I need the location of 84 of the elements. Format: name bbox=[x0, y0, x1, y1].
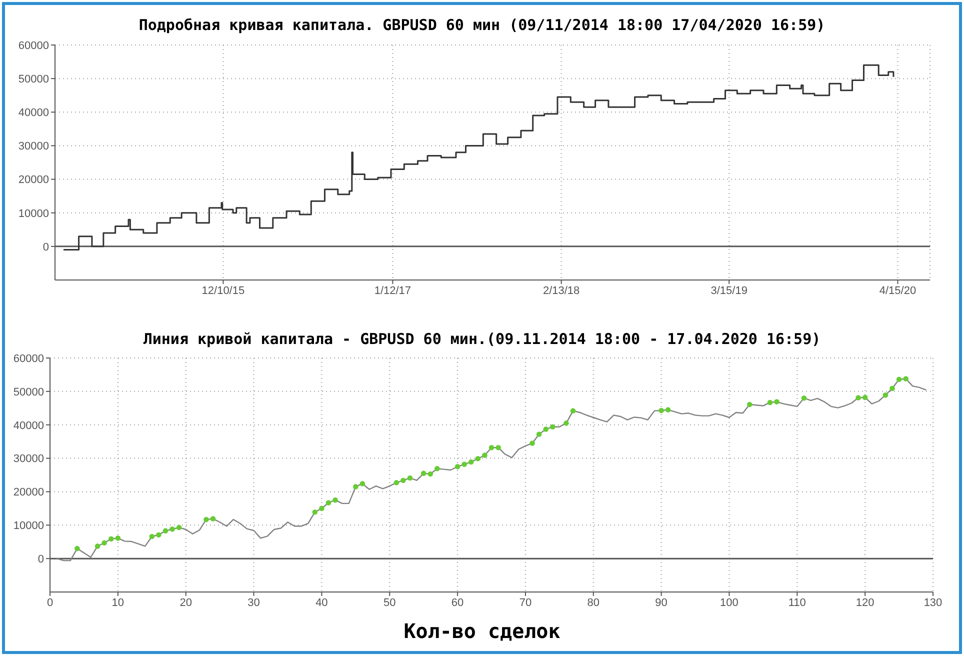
x-tick-label: 50 bbox=[383, 596, 396, 609]
y-tick-label: 30000 bbox=[13, 453, 44, 466]
point bbox=[204, 516, 209, 522]
x-tick-label: 100 bbox=[720, 596, 738, 609]
point bbox=[394, 480, 400, 486]
point bbox=[536, 432, 542, 437]
point bbox=[156, 532, 162, 538]
x-tick-label: 90 bbox=[655, 596, 668, 609]
point bbox=[767, 400, 773, 406]
point bbox=[890, 386, 895, 392]
point bbox=[326, 500, 332, 506]
x-tick-label: 2/13/18 bbox=[542, 284, 580, 297]
point bbox=[564, 420, 569, 426]
x-tick-label: 20 bbox=[180, 596, 192, 609]
point bbox=[94, 544, 100, 549]
point bbox=[468, 459, 474, 465]
point bbox=[434, 466, 440, 472]
point bbox=[462, 462, 467, 467]
point bbox=[882, 392, 888, 398]
point bbox=[319, 506, 324, 512]
point bbox=[896, 376, 902, 382]
y-tick-label: 40000 bbox=[13, 420, 44, 432]
point bbox=[570, 408, 576, 414]
point bbox=[108, 536, 114, 542]
point bbox=[176, 524, 182, 530]
point bbox=[420, 470, 426, 476]
point bbox=[856, 395, 861, 400]
point bbox=[400, 478, 406, 483]
x-tick-label: 10 bbox=[112, 596, 124, 609]
point bbox=[665, 407, 671, 412]
x-tick-label: 110 bbox=[788, 596, 806, 609]
point bbox=[149, 534, 155, 540]
point bbox=[332, 497, 338, 503]
y-tick-label: 10000 bbox=[13, 520, 44, 532]
point bbox=[488, 444, 494, 450]
point bbox=[496, 444, 501, 450]
point bbox=[407, 475, 413, 481]
point bbox=[774, 399, 780, 404]
x-tick-label: 3/15/19 bbox=[710, 284, 748, 297]
y-tick-label: 30000 bbox=[18, 140, 49, 153]
point bbox=[74, 546, 80, 552]
y-tick-label: 0 bbox=[38, 553, 44, 566]
x-tick-label: 1/12/17 bbox=[374, 284, 412, 297]
y-tick-label: 20000 bbox=[18, 174, 49, 186]
point bbox=[550, 424, 556, 430]
x-axis-title: Кол-во сделок bbox=[402, 619, 562, 643]
point bbox=[102, 540, 107, 546]
point bbox=[360, 481, 366, 486]
point bbox=[475, 456, 481, 462]
point bbox=[530, 440, 535, 446]
point bbox=[454, 464, 460, 470]
x-tick-label: 70 bbox=[519, 596, 532, 609]
point bbox=[428, 471, 434, 477]
y-tick-label: 0 bbox=[42, 241, 49, 254]
point bbox=[482, 452, 488, 458]
point bbox=[312, 509, 318, 515]
y-tick-label: 10000 bbox=[18, 208, 49, 220]
x-tick-label: 4/15/20 bbox=[879, 284, 916, 297]
point bbox=[115, 536, 121, 541]
y-tick-label: 50000 bbox=[13, 386, 44, 398]
x-tick-label: 12/10/15 bbox=[202, 284, 245, 297]
point bbox=[746, 402, 752, 408]
x-tick-label: 130 bbox=[924, 596, 942, 609]
point bbox=[862, 394, 868, 400]
point bbox=[658, 408, 664, 414]
y-tick-label: 40000 bbox=[18, 107, 49, 120]
y-tick-label: 50000 bbox=[18, 73, 49, 86]
y-tick-label: 60000 bbox=[13, 352, 44, 365]
x-tick-label: 60 bbox=[451, 596, 464, 609]
x-tick-label: 80 bbox=[587, 596, 600, 609]
x-tick-label: 40 bbox=[316, 596, 328, 609]
point bbox=[162, 528, 168, 534]
point bbox=[170, 526, 175, 532]
chart-title: Линия кривой капитала - GBPUSD 60 мин.(09.11.2014 18:00 - 17.04.2020 16:59) bbox=[142, 329, 822, 350]
point bbox=[801, 395, 807, 401]
point bbox=[210, 516, 216, 522]
y-tick-label: 60000 bbox=[18, 40, 49, 52]
x-tick-label: 120 bbox=[856, 596, 874, 609]
y-tick-label: 20000 bbox=[13, 486, 44, 499]
point bbox=[543, 426, 548, 432]
point bbox=[353, 484, 358, 490]
point bbox=[903, 376, 908, 382]
x-tick-label: 30 bbox=[248, 596, 260, 609]
chart-title: Подробная кривая капитала. GBPUSD 60 мин (09/11/2014 18:00 17/04/2020 16:59) bbox=[138, 15, 826, 36]
